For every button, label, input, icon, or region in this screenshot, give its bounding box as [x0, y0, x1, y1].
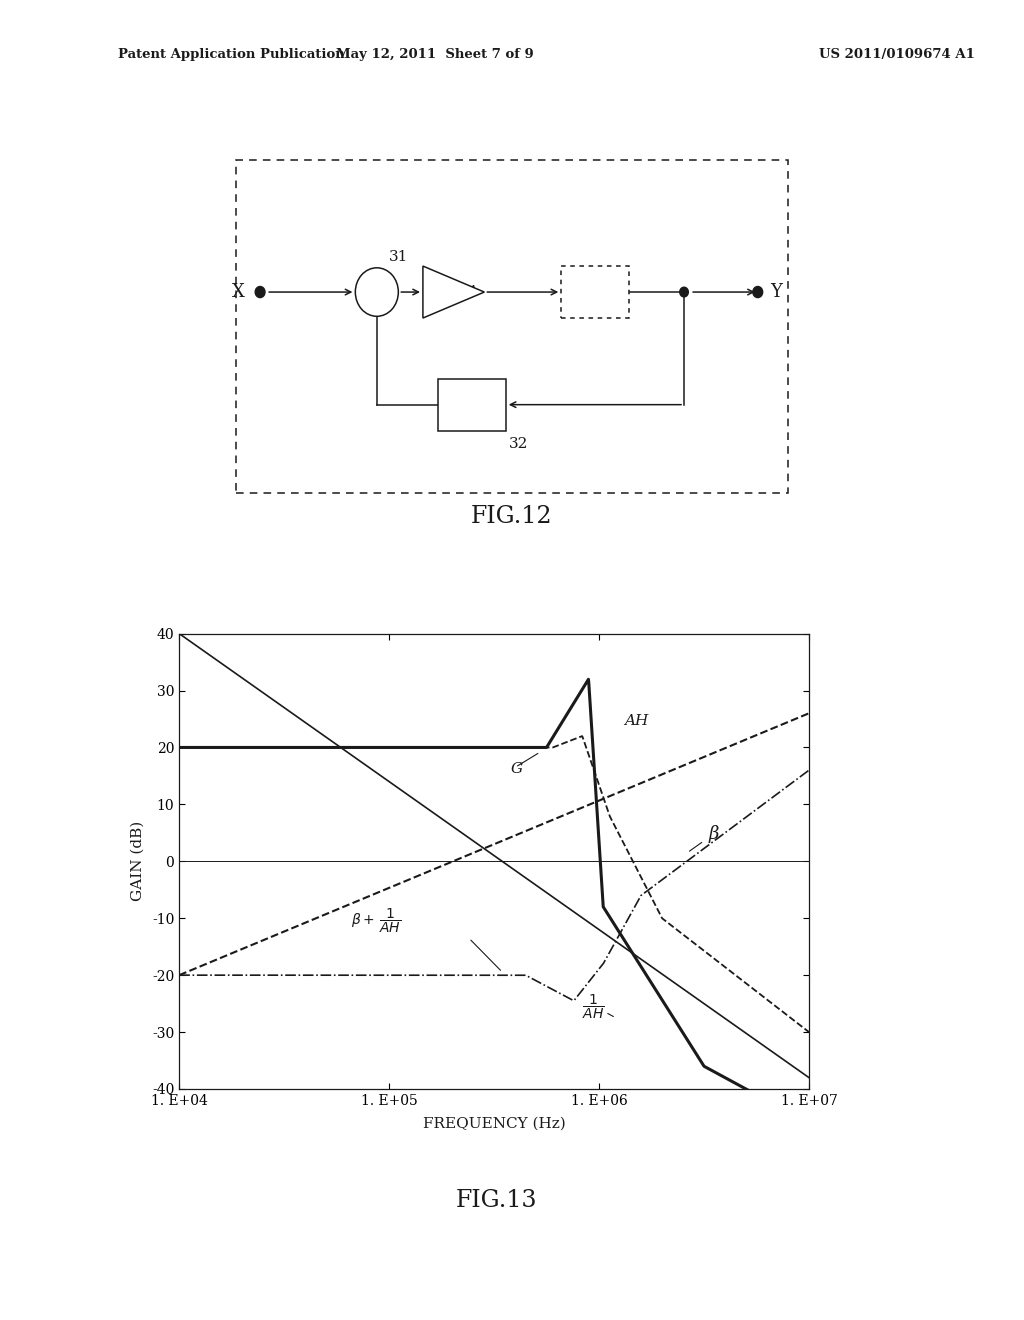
- Text: X: X: [232, 282, 245, 301]
- Y-axis label: GAIN (dB): GAIN (dB): [131, 821, 145, 902]
- Polygon shape: [423, 267, 484, 318]
- Circle shape: [355, 268, 398, 317]
- Text: +: +: [357, 273, 368, 286]
- Text: $\beta +\, \dfrac{1}{AH}$: $\beta +\, \dfrac{1}{AH}$: [351, 907, 401, 936]
- X-axis label: FREQUENCY (Hz): FREQUENCY (Hz): [423, 1117, 565, 1130]
- Text: −: −: [364, 304, 375, 317]
- Circle shape: [680, 288, 688, 297]
- Text: May 12, 2011  Sheet 7 of 9: May 12, 2011 Sheet 7 of 9: [336, 49, 535, 61]
- Text: β: β: [467, 396, 477, 413]
- Text: 31: 31: [389, 249, 409, 264]
- Text: FIG.13: FIG.13: [456, 1189, 538, 1212]
- Text: US 2011/0109674 A1: US 2011/0109674 A1: [819, 49, 975, 61]
- Text: Patent Application Publication: Patent Application Publication: [118, 49, 344, 61]
- Text: H: H: [588, 284, 602, 301]
- Bar: [236, 161, 788, 494]
- Text: β: β: [709, 825, 719, 842]
- Text: G: G: [511, 762, 523, 776]
- Bar: [438, 379, 506, 430]
- Circle shape: [255, 286, 265, 297]
- Text: FIG.12: FIG.12: [471, 504, 553, 528]
- Text: AH: AH: [625, 714, 648, 727]
- Bar: [561, 267, 629, 318]
- Circle shape: [753, 286, 763, 297]
- Text: $\dfrac{1}{AH}$: $\dfrac{1}{AH}$: [583, 993, 605, 1020]
- Text: A: A: [467, 285, 477, 300]
- Text: Y: Y: [770, 282, 782, 301]
- Text: 32: 32: [509, 437, 528, 451]
